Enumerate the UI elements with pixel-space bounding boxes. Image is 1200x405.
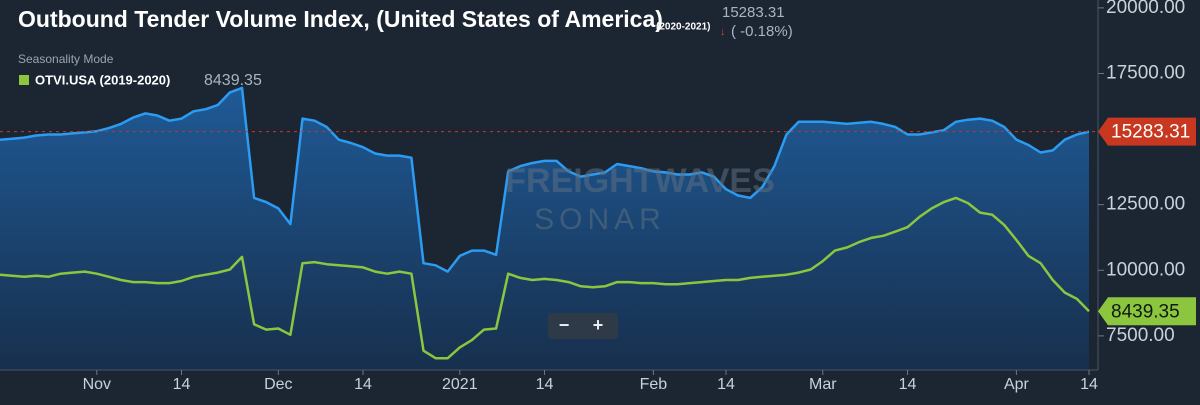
- x-tick-label: 14: [173, 376, 191, 393]
- x-tick-label: Mar: [809, 376, 837, 393]
- price-tag-label: 15283.31: [1111, 122, 1190, 143]
- x-tick-label: 14: [1080, 376, 1098, 393]
- area: [0, 87, 1089, 371]
- zoom-control: [548, 313, 618, 339]
- header-change: ( -0.18%): [731, 23, 793, 40]
- x-tick-label: 14: [536, 376, 554, 393]
- mode-label: Seasonality Mode: [18, 52, 114, 66]
- chart-title: Outbound Tender Volume Index, (United St…: [18, 6, 663, 32]
- series-line: [0, 196, 1090, 360]
- zoom-in-button[interactable]: +: [593, 315, 604, 335]
- legend-swatch: [19, 75, 29, 85]
- x-tick-label: 14: [354, 376, 372, 393]
- x-tick-label: Apr: [1004, 376, 1030, 393]
- x-tick-label: Dec: [264, 376, 292, 393]
- legend-label[interactable]: OTVI.USA (2019-2020): [35, 72, 170, 87]
- y-tick-label: 12500.00: [1106, 194, 1185, 215]
- y-tick-label: 10000.00: [1106, 259, 1185, 280]
- header-value: 15283.31: [722, 4, 785, 21]
- plot-area: [0, 86, 1090, 371]
- zoom-out-button[interactable]: −: [559, 315, 570, 335]
- y-tick-label: 20000.00: [1106, 0, 1185, 18]
- price-tag: [1098, 297, 1196, 326]
- legend-value: 8439.35: [204, 72, 262, 89]
- price-tag-label: 8439.35: [1111, 301, 1180, 322]
- series-line: [0, 86, 1090, 273]
- x-tick-label: Feb: [640, 376, 668, 393]
- x-tick-label: 2021: [442, 376, 478, 393]
- down-arrow: ↓: [720, 26, 726, 38]
- y-tick-label: 17500.00: [1106, 62, 1185, 83]
- watermark: SONAR: [534, 203, 666, 236]
- price-tag: [1098, 117, 1196, 146]
- x-tick-label: 14: [899, 376, 917, 393]
- watermark: FREIGHTWAVES: [505, 162, 775, 200]
- x-tick-label: 14: [717, 376, 735, 393]
- x-tick-label: Nov: [83, 376, 111, 393]
- y-tick-label: 7500.00: [1106, 325, 1175, 346]
- title-period: (2020-2021): [656, 22, 710, 33]
